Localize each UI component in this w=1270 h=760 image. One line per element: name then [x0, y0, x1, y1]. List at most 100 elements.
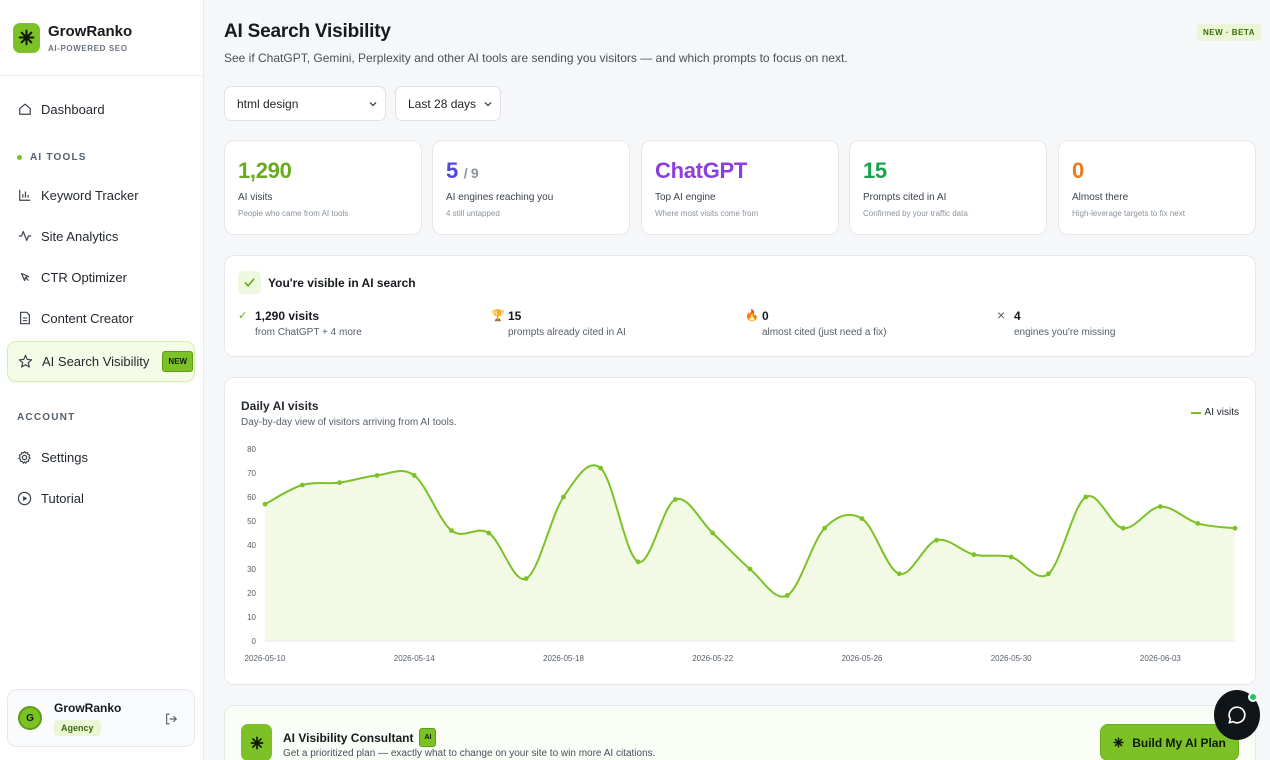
sidebar-item-label: Keyword Tracker	[41, 187, 139, 203]
document-icon	[17, 311, 32, 326]
chart-legend[interactable]: AI visits	[1190, 407, 1239, 418]
star-icon	[18, 354, 33, 369]
trophy-icon: 🏆	[491, 310, 505, 322]
site-select[interactable]: html design	[224, 86, 386, 121]
data-point[interactable]	[934, 537, 939, 543]
data-point[interactable]	[1046, 571, 1051, 577]
stat-ai-visits: 1,290 AI visits People who came from AI …	[224, 140, 422, 235]
data-point[interactable]	[1232, 525, 1238, 531]
stat-value: 0	[1072, 158, 1084, 183]
sidebar-item-content-creator[interactable]: Content Creator	[7, 299, 195, 337]
data-point[interactable]	[1120, 525, 1126, 531]
ai-badge: AI	[419, 728, 437, 747]
data-point[interactable]	[1157, 504, 1163, 509]
stat-hint: High-leverage targets to fix next	[1072, 209, 1185, 218]
data-point[interactable]	[1083, 494, 1089, 500]
section-title: AI TOOLS	[30, 152, 87, 163]
x-tick-label: 2026-05-30	[991, 654, 1032, 663]
stat-hint: People who came from AI tools	[238, 209, 349, 218]
section-title: ACCOUNT	[17, 412, 76, 423]
data-point[interactable]	[747, 566, 753, 572]
brand-logo-icon	[13, 22, 40, 53]
data-point[interactable]	[523, 576, 529, 581]
data-point[interactable]	[896, 571, 902, 577]
data-point[interactable]	[859, 516, 865, 521]
data-point[interactable]	[672, 497, 678, 502]
consultant-title-row: AI Visibility Consultant AI	[283, 728, 437, 747]
data-point[interactable]	[784, 593, 790, 598]
sidebar-item-dashboard[interactable]: Dashboard	[7, 90, 195, 128]
data-point[interactable]	[561, 494, 566, 500]
build-ai-plan-button[interactable]: Build My AI Plan	[1100, 724, 1239, 760]
sidebar-item-tutorial[interactable]: Tutorial	[7, 479, 195, 517]
stat-value: 1,290	[238, 158, 292, 183]
data-point[interactable]	[822, 525, 828, 531]
user-card[interactable]: G GrowRanko Agency	[7, 689, 195, 747]
stat-almost-there: 0 Almost there High-leverage targets to …	[1058, 140, 1256, 235]
stat-value: 15	[863, 158, 887, 183]
series-area	[265, 465, 1235, 641]
stat-hint: Confirmed by your traffic data	[863, 209, 968, 218]
page-title: AI Search Visibility	[224, 21, 391, 42]
sidebar-item-ctr-optimizer[interactable]: CTR Optimizer	[7, 258, 195, 296]
sparkle-icon	[241, 724, 272, 760]
y-tick-label: 70	[247, 469, 256, 478]
logout-icon[interactable]	[164, 712, 178, 731]
stat-top-engine: ChatGPT Top AI engine Where most visits …	[641, 140, 839, 235]
data-point[interactable]	[598, 465, 604, 471]
sidebar-item-label: CTR Optimizer	[41, 269, 127, 285]
sidebar-item-label: Dashboard	[41, 101, 105, 117]
cursor-icon	[17, 270, 32, 285]
stat-value-total: / 9	[463, 165, 479, 181]
beta-badge: NEW · BETA	[1197, 24, 1261, 41]
data-point[interactable]	[710, 530, 716, 536]
home-icon	[17, 102, 32, 117]
stat-prompts-cited: 15 Prompts cited in AI Confirmed by your…	[849, 140, 1047, 235]
data-point[interactable]	[299, 482, 305, 488]
sidebar-item-ai-search-visibility[interactable]: AI Search Visibility NEW	[7, 341, 195, 382]
y-tick-label: 50	[247, 517, 256, 526]
visibility-summary-card: You're visible in AI search ✓ 1,290 visi…	[224, 255, 1256, 357]
data-point[interactable]	[1195, 521, 1201, 526]
avatar: G	[18, 706, 42, 730]
sidebar-item-keyword-tracker[interactable]: Keyword Tracker	[7, 176, 195, 214]
stat-label: Prompts cited in AI	[863, 192, 947, 203]
user-role-badge: Agency	[54, 719, 101, 736]
sparkle-icon	[1113, 737, 1124, 748]
data-point[interactable]	[374, 473, 380, 478]
y-tick-label: 80	[247, 445, 256, 454]
data-point[interactable]	[262, 501, 268, 507]
data-point[interactable]	[971, 552, 977, 557]
sidebar-item-label: AI Search Visibility	[42, 354, 150, 369]
visibility-value: 4	[1014, 309, 1021, 323]
cross-icon: ×	[997, 307, 1006, 323]
sidebar-item-site-analytics[interactable]: Site Analytics	[7, 217, 195, 255]
x-tick-label: 2026-05-10	[245, 654, 286, 663]
data-point[interactable]	[411, 473, 417, 478]
consultant-title: AI Visibility Consultant	[283, 730, 414, 745]
stat-value-wrap: 5 / 9	[446, 158, 479, 184]
section-ai-tools: AI TOOLS	[17, 152, 87, 163]
x-tick-label: 2026-05-26	[841, 654, 882, 663]
data-point[interactable]	[486, 530, 492, 536]
stat-ai-engines: 5 / 9 AI engines reaching you 4 still un…	[432, 140, 630, 235]
build-ai-plan-label: Build My AI Plan	[1132, 735, 1226, 750]
y-tick-label: 0	[252, 637, 257, 646]
page-subtitle: See if ChatGPT, Gemini, Perplexity and o…	[224, 51, 848, 65]
section-account: ACCOUNT	[17, 412, 75, 423]
visibility-item-cited: 🏆 15 prompts already cited in AI	[491, 309, 626, 338]
chart-subtitle: Day-by-day view of visitors arriving fro…	[241, 417, 457, 428]
visibility-item-almost: 🔥 0 almost cited (just need a fix)	[745, 309, 887, 338]
sidebar-item-settings[interactable]: Settings	[7, 438, 195, 476]
date-range-select[interactable]: Last 28 days	[395, 86, 501, 121]
data-point[interactable]	[1008, 554, 1014, 560]
x-tick-label: 2026-05-22	[692, 654, 733, 663]
gear-icon	[17, 450, 32, 465]
stat-label: AI engines reaching you	[446, 192, 554, 203]
visibility-item-missing: × 4 engines you're missing	[997, 307, 1115, 338]
data-point[interactable]	[337, 480, 343, 485]
data-point[interactable]	[635, 559, 641, 565]
site-select-value: html design	[237, 96, 299, 111]
data-point[interactable]	[449, 528, 454, 533]
brand[interactable]: GrowRanko AI-POWERED SEO	[0, 0, 203, 76]
